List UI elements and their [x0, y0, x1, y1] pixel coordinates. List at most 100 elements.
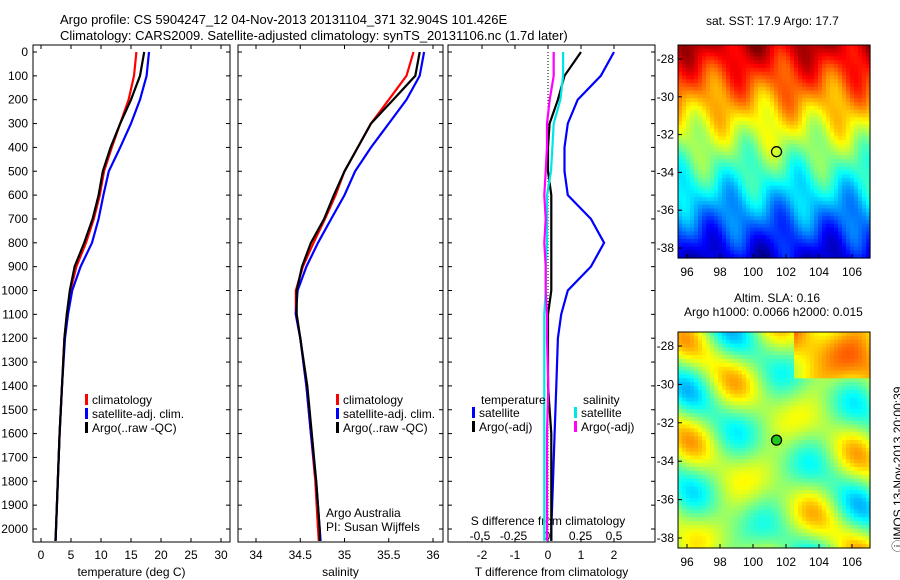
sla-map-cell — [690, 347, 695, 352]
sla-map-cell — [698, 447, 703, 453]
sst-map-cell — [770, 250, 775, 255]
sst-map-cell — [814, 208, 819, 213]
sst-map-cell — [742, 128, 747, 134]
sla-map-cell — [774, 416, 779, 422]
sst-map-cell — [862, 204, 867, 210]
sst-map-cell — [806, 75, 811, 80]
sst-map-cell — [730, 86, 735, 92]
sla-map-cell — [734, 386, 739, 391]
sst-map-cell — [802, 242, 807, 248]
sla-map-cell — [754, 359, 759, 364]
sla-map-cell — [814, 382, 819, 387]
sla-map-cell — [714, 409, 719, 414]
sst-map-cell — [722, 113, 727, 118]
sla-map-cell — [774, 490, 779, 495]
sla-map-cell — [790, 494, 795, 499]
sst-map-cell — [838, 60, 843, 65]
sla-map-cell — [754, 474, 759, 480]
sst-map-cell — [698, 216, 703, 221]
sst-map-cell — [834, 102, 839, 107]
sla-map-cell — [710, 459, 715, 464]
sst-map-cell — [726, 102, 731, 107]
sst-map-cell — [726, 45, 731, 50]
sst-map-cell — [842, 212, 847, 217]
sla-map-cell — [710, 494, 715, 499]
sla-map-cell — [806, 405, 811, 410]
sla-map-cell — [686, 482, 691, 487]
sla-map-cell — [774, 532, 779, 538]
sst-map-cell — [846, 235, 851, 240]
sst-map-cell — [730, 223, 735, 229]
sla-map-cell — [710, 517, 715, 522]
sst-map-cell — [738, 75, 743, 80]
sla-map-cell — [726, 416, 731, 422]
sla-map-cell — [734, 339, 739, 345]
sst-map-cell — [762, 178, 767, 183]
sst-map-cell — [726, 212, 731, 217]
sla-map-cell — [810, 378, 815, 383]
sla-map-cell — [730, 370, 735, 376]
sst-map-cell — [810, 56, 815, 61]
sla-map-cell — [802, 528, 807, 534]
sla-map-cell — [802, 536, 807, 541]
sla-map-cell — [786, 467, 791, 472]
sst-map-cell — [702, 181, 707, 187]
sst-map-cell — [678, 124, 683, 130]
sla-map-cell — [754, 335, 759, 341]
sla-map-cell — [718, 351, 723, 356]
sla-map-cell — [802, 397, 807, 403]
sst-map-cell — [738, 140, 743, 145]
sla-map-cell — [782, 544, 787, 549]
sla-map-cell — [814, 424, 819, 430]
sla-map-cell — [806, 424, 811, 430]
sst-map-cell — [834, 174, 839, 179]
sla-map-cell — [770, 424, 775, 430]
sst-map-cell — [770, 208, 775, 213]
sst-map-cell — [750, 71, 755, 77]
sst-map-cell — [810, 132, 815, 137]
sla-map-cell — [730, 343, 735, 349]
sst-map-cell — [698, 90, 703, 96]
sst-map-cell — [862, 147, 867, 153]
sst-map-cell — [862, 121, 867, 126]
sst-map-cell — [790, 109, 795, 115]
sla-map-cell — [794, 509, 799, 514]
sla-map-cell — [686, 359, 691, 364]
sla-map-cell — [810, 540, 815, 545]
sst-map-cell — [746, 136, 751, 141]
sst-map-cell — [762, 250, 767, 255]
sst-map-cell — [866, 193, 871, 198]
sla-map-cell — [702, 455, 707, 460]
sst-map-cell — [846, 113, 851, 118]
sla-map-cell — [678, 428, 683, 433]
sst-map-cell — [762, 231, 767, 236]
sla-map-cell — [758, 332, 763, 337]
sst-map-cell — [830, 223, 835, 229]
sst-map-cell — [834, 90, 839, 96]
sst-map-cell — [810, 105, 815, 111]
sst-map-cell — [818, 132, 823, 137]
sst-map-cell — [810, 45, 815, 50]
sla-map-cell — [790, 420, 795, 426]
sst-map-cell — [830, 204, 835, 210]
sla-map-cell — [818, 544, 823, 549]
sla-map-cell — [794, 382, 799, 387]
sla-map-cell — [774, 513, 779, 518]
sst-map-cell — [774, 86, 779, 92]
sst-map-cell — [854, 90, 859, 96]
sla-map-cell — [778, 362, 783, 368]
sst-map-cell — [690, 113, 695, 118]
sst-map-cell — [726, 181, 731, 187]
sst-map-cell — [682, 64, 687, 69]
sla-map-cell — [814, 463, 819, 468]
sla-map-cell — [790, 497, 795, 503]
sst-map-cell — [754, 178, 759, 183]
sla-map-cell — [686, 332, 691, 337]
sla-map-cell — [730, 386, 735, 391]
sla-map-cell — [682, 424, 687, 430]
sla-map-cell — [770, 393, 775, 399]
sst-map-cell — [806, 128, 811, 134]
sst-map-cell — [790, 246, 795, 251]
sst-map-cell — [750, 242, 755, 248]
sla-map-cell — [762, 494, 767, 499]
